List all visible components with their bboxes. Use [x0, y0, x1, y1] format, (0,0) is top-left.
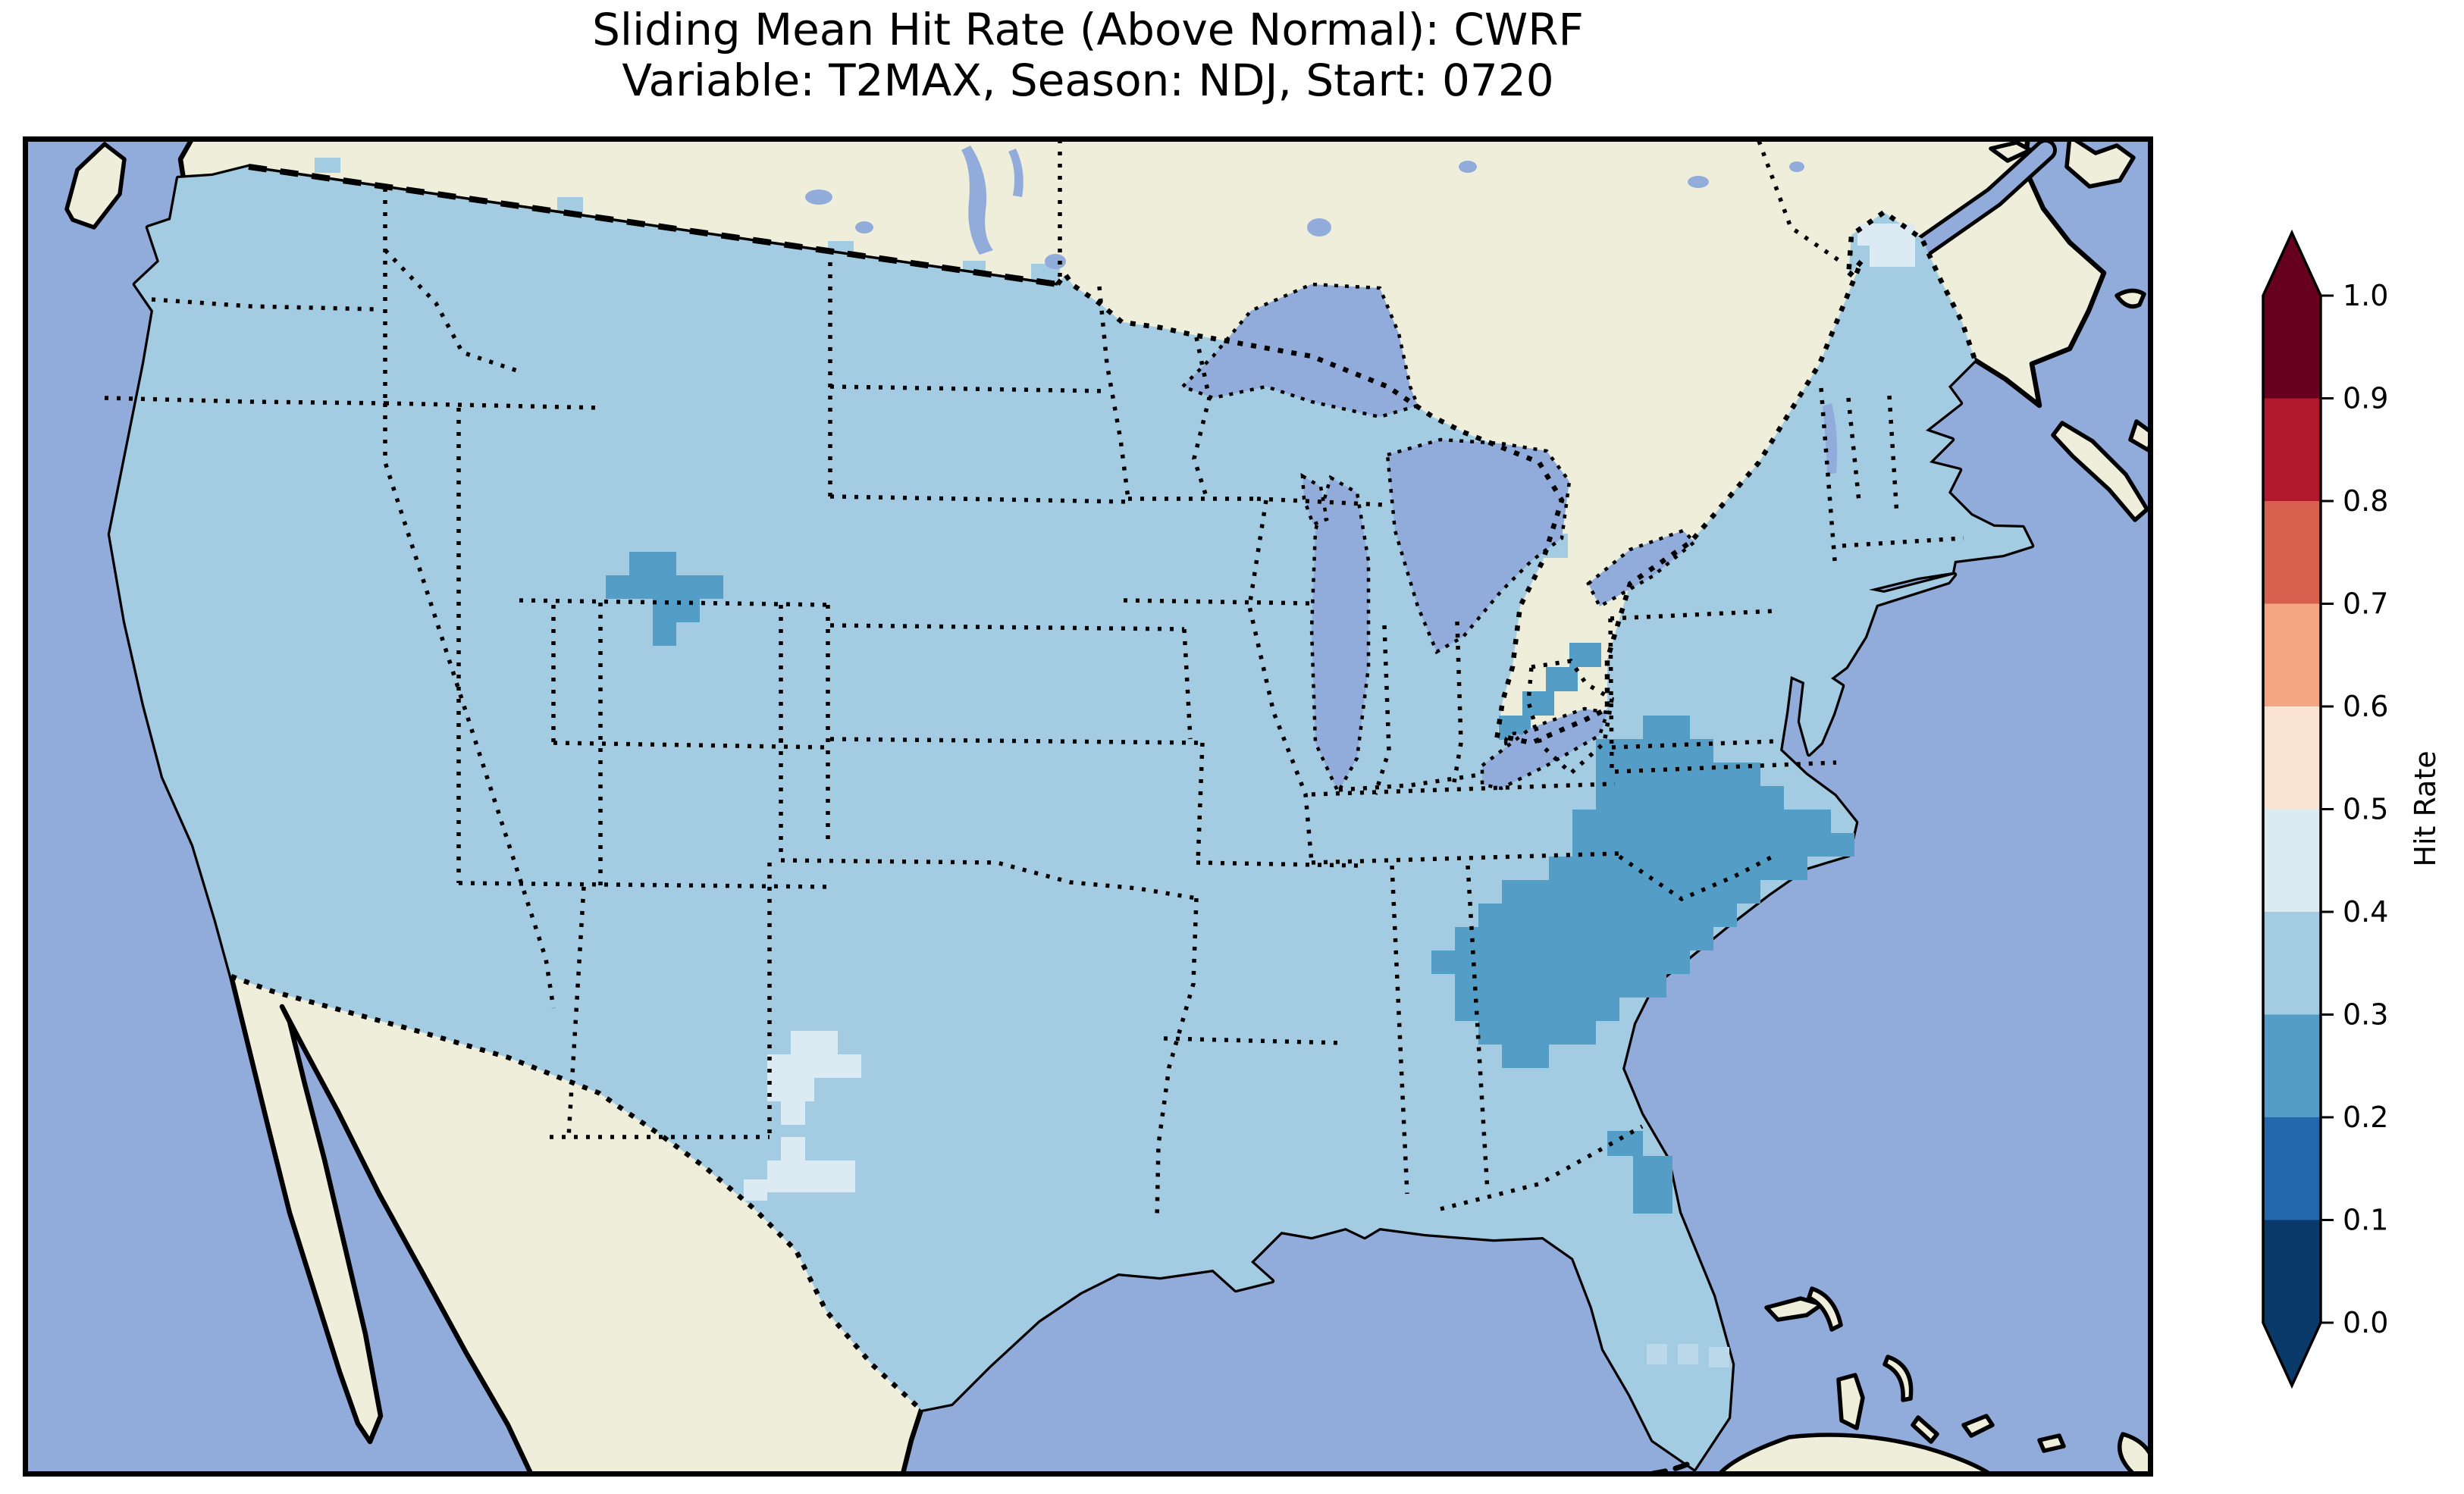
lake-champlain — [1823, 403, 1838, 475]
svg-text:0.4: 0.4 — [2343, 895, 2388, 929]
great-lakes — [1179, 282, 1698, 796]
hispaniola-tip — [2118, 1432, 2153, 1477]
lake-ontario — [1586, 528, 1698, 609]
svg-text:1.0: 1.0 — [2343, 279, 2388, 312]
exuma-cays — [1911, 1415, 1939, 1444]
andros-island — [1836, 1373, 1865, 1430]
colorbar-label: Hit Rate — [2409, 750, 2442, 866]
west-texas-patch — [744, 1031, 861, 1201]
nova-scotia — [2051, 421, 2149, 522]
svg-text:0.7: 0.7 — [2343, 587, 2388, 621]
svg-text:0.3: 0.3 — [2343, 998, 2388, 1032]
lake-superior — [1179, 282, 1421, 419]
title-line-2: Variable: T2MAX, Season: NDJ, Start: 072… — [622, 55, 1554, 107]
state-borders — [104, 139, 1964, 1221]
chart-title: Sliding Mean Hit Rate (Above Normal): CW… — [23, 4, 2153, 107]
colorbar-svg: 1.0 0.9 0.8 0.7 0.6 0.5 0.4 0.3 0.2 0.1 0.0 Hit Ra… — [2262, 229, 2442, 1389]
country-borders — [230, 164, 1978, 1412]
turks-islands — [2037, 1433, 2066, 1453]
green-bay — [1300, 472, 1329, 527]
svg-text:0.8: 0.8 — [2343, 484, 2388, 518]
colorbar-ticks: 1.0 0.9 0.8 0.7 0.6 0.5 0.4 0.3 0.2 0.1 0.0 — [2321, 279, 2388, 1339]
prince-edward-island — [2114, 288, 2146, 309]
map-svg — [23, 136, 2153, 1477]
lake-huron — [1385, 437, 1572, 655]
us-mexico-border — [230, 973, 923, 1412]
lake-erie — [1480, 706, 1610, 791]
svg-text:0.0: 0.0 — [2343, 1306, 2388, 1339]
map-panel — [23, 136, 2153, 1477]
hit-rate-patches-02-03 — [606, 552, 1854, 1214]
svg-text:0.9: 0.9 — [2343, 382, 2388, 415]
svg-text:0.2: 0.2 — [2343, 1101, 2388, 1134]
canadian-lakes — [805, 146, 1838, 475]
eleuthera-island — [1882, 1355, 1914, 1402]
grand-bahama — [1764, 1296, 1824, 1322]
map-frame — [23, 136, 2153, 1477]
vancouver-island — [64, 142, 127, 230]
southeast-patch — [1431, 716, 1854, 1068]
colorbar: 1.0 0.9 0.8 0.7 0.6 0.5 0.4 0.3 0.2 0.1 0.0 Hit Ra… — [2237, 208, 2464, 1436]
colorbar-scale — [2263, 296, 2321, 1323]
us-canada-border-maine — [1845, 209, 1978, 362]
colorbar-outline — [2262, 229, 2322, 1389]
cuba — [1715, 1433, 1996, 1477]
abaco-island — [1807, 1286, 1843, 1332]
svg-text:0.6: 0.6 — [2343, 690, 2388, 723]
svg-text:0.5: 0.5 — [2343, 793, 2388, 826]
us-canada-border-lakes — [1055, 260, 1864, 746]
title-line-1: Sliding Mean Hit Rate (Above Normal): CW… — [592, 4, 1584, 55]
newfoundland — [2064, 136, 2136, 189]
islands — [64, 136, 2153, 1477]
hit-rate-patches-04-05 — [744, 224, 1915, 1201]
colorbar-under-arrow — [2263, 1323, 2321, 1386]
svg-text:0.1: 0.1 — [2343, 1204, 2388, 1237]
colorbar-over-arrow — [2263, 233, 2321, 296]
long-island-bahamas — [1961, 1414, 1995, 1438]
florida-coast-patch — [1607, 1131, 1672, 1214]
lake-michigan — [1309, 475, 1371, 796]
